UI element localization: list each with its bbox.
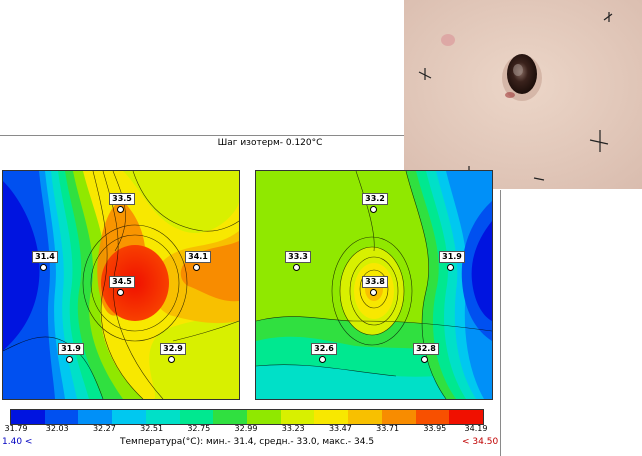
temp-point-marker	[370, 289, 377, 296]
temp-point-label: 32.6	[311, 343, 337, 355]
temp-point-label: 34.5	[109, 276, 135, 288]
below-min-label: 1.40 <	[2, 437, 33, 447]
scale-segment	[449, 410, 484, 424]
stats-min-label: Температура(°C): мин.-	[120, 437, 231, 447]
panel-divider	[500, 190, 501, 456]
scale-tick-label: 33.71	[376, 424, 400, 433]
temp-point-label: 32.8	[413, 343, 439, 355]
scale-tick-label: 32.75	[187, 424, 211, 433]
temp-point-label: 33.2	[362, 193, 388, 205]
scale-segment	[11, 410, 45, 424]
stats-max-value: 34.5	[354, 437, 375, 447]
temp-point-marker	[421, 356, 428, 363]
temp-point-marker	[168, 356, 175, 363]
temp-point-marker	[193, 264, 200, 271]
header-divider	[0, 135, 404, 136]
temp-point-label: 33.8	[362, 276, 388, 288]
temp-point-label: 33.5	[109, 193, 135, 205]
above-max-label: < 34.50	[462, 437, 499, 447]
scale-tick-label: 32.99	[234, 424, 258, 433]
temperature-scale-ticks: 31.79 32.03 32.27 32.51 32.75 32.99 33.23 33.47…	[0, 424, 500, 434]
scale-segment	[247, 410, 281, 424]
scale-segment	[314, 410, 349, 424]
thermal-map-reference	[255, 170, 493, 400]
temp-point-marker	[319, 356, 326, 363]
scale-tick-label: 33.95	[423, 424, 447, 433]
scale-tick-label: 34.19	[464, 424, 488, 433]
thermal-map-lesion	[2, 170, 240, 400]
stats-mean-label: , средн.-	[253, 437, 294, 447]
stats-min-value: 31.4	[233, 437, 254, 447]
temp-point-marker	[117, 289, 124, 296]
temperature-color-scale	[10, 409, 484, 425]
scale-segment	[280, 410, 315, 424]
scale-segment	[145, 410, 180, 424]
temp-point-marker	[293, 264, 300, 271]
temp-point-marker	[370, 206, 377, 213]
temp-point-marker	[66, 356, 73, 363]
scale-tick-label: 32.51	[140, 424, 164, 433]
temp-point-marker	[40, 264, 47, 271]
scale-segment	[415, 410, 450, 424]
scale-segment	[381, 410, 416, 424]
scale-segment	[348, 410, 382, 424]
temp-point-label: 33.3	[285, 251, 311, 263]
scale-segment	[78, 410, 113, 424]
temp-point-label: 32.9	[160, 343, 186, 355]
temp-point-label: 31.4	[32, 251, 58, 263]
scale-segment	[112, 410, 146, 424]
scale-tick-label: 32.27	[92, 424, 116, 433]
temp-point-marker	[447, 264, 454, 271]
scale-tick-label: 33.23	[281, 424, 305, 433]
temp-point-label: 31.9	[58, 343, 84, 355]
scale-segment	[213, 410, 248, 424]
temp-point-marker	[117, 206, 124, 213]
lesion-photo	[404, 0, 642, 189]
scale-tick-label: 32.03	[45, 424, 69, 433]
stats-mean-value: 33.0	[296, 437, 317, 447]
scale-segment	[44, 410, 79, 424]
temp-point-label: 31.9	[439, 251, 465, 263]
isotherm-step-label: Шаг изотерм- 0.120°C	[217, 138, 323, 148]
scale-tick-label: 33.47	[328, 424, 352, 433]
scale-tick-label: 31.79	[4, 424, 28, 433]
stats-max-label: , макс.-	[316, 437, 352, 447]
temperature-stats: Температура(°C): мин.- 31.4, средн.- 33.…	[120, 437, 420, 447]
scale-segment	[179, 410, 214, 424]
temp-point-label: 34.1	[185, 251, 211, 263]
